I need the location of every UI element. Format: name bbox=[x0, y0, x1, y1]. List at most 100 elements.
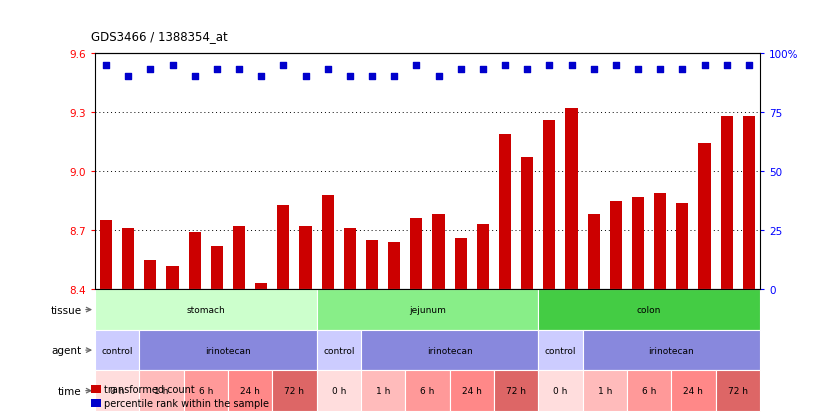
Text: time: time bbox=[58, 386, 82, 396]
Bar bbox=[344, 229, 356, 290]
Point bbox=[254, 74, 268, 81]
Bar bbox=[95, 290, 316, 330]
Point bbox=[299, 74, 312, 81]
Point bbox=[121, 74, 135, 81]
Bar bbox=[188, 233, 201, 290]
Bar bbox=[499, 134, 511, 290]
Bar bbox=[366, 240, 378, 290]
Text: tissue: tissue bbox=[50, 305, 82, 315]
Point bbox=[653, 67, 667, 74]
Point bbox=[543, 62, 556, 69]
Bar bbox=[582, 370, 627, 411]
Bar bbox=[627, 370, 672, 411]
Point bbox=[166, 62, 179, 69]
Bar bbox=[321, 195, 334, 290]
Point bbox=[432, 74, 445, 81]
Text: 6 h: 6 h bbox=[420, 386, 434, 395]
Bar bbox=[233, 227, 245, 290]
Bar bbox=[228, 370, 273, 411]
Bar bbox=[566, 109, 577, 290]
Text: 0 h: 0 h bbox=[110, 386, 125, 395]
Bar bbox=[610, 201, 622, 290]
Bar bbox=[582, 330, 760, 370]
Bar bbox=[699, 144, 710, 290]
Point bbox=[698, 62, 711, 69]
Point bbox=[676, 67, 689, 74]
Point bbox=[454, 67, 468, 74]
Point bbox=[498, 62, 511, 69]
Text: 6 h: 6 h bbox=[642, 386, 657, 395]
Bar bbox=[95, 330, 140, 370]
Bar bbox=[715, 370, 760, 411]
Point bbox=[232, 67, 245, 74]
Text: 72 h: 72 h bbox=[284, 386, 305, 395]
Bar bbox=[316, 330, 361, 370]
Point bbox=[344, 74, 357, 81]
Bar bbox=[449, 370, 494, 411]
Text: 1 h: 1 h bbox=[154, 386, 169, 395]
Point bbox=[211, 67, 224, 74]
Text: GDS3466 / 1388354_at: GDS3466 / 1388354_at bbox=[91, 31, 228, 43]
Text: irinotecan: irinotecan bbox=[205, 346, 251, 355]
Bar bbox=[316, 370, 361, 411]
Text: 0 h: 0 h bbox=[331, 386, 346, 395]
Bar bbox=[100, 221, 112, 290]
Bar bbox=[672, 370, 715, 411]
Point bbox=[99, 62, 112, 69]
Text: control: control bbox=[102, 346, 133, 355]
Text: 24 h: 24 h bbox=[683, 386, 704, 395]
Bar bbox=[521, 158, 534, 290]
Bar bbox=[183, 370, 228, 411]
Bar bbox=[255, 284, 268, 290]
Bar bbox=[300, 227, 311, 290]
Point bbox=[610, 62, 623, 69]
Text: colon: colon bbox=[637, 305, 662, 314]
Bar bbox=[587, 215, 600, 290]
Bar bbox=[95, 370, 140, 411]
Bar bbox=[632, 197, 644, 290]
Text: 6 h: 6 h bbox=[198, 386, 213, 395]
Bar bbox=[361, 370, 406, 411]
Text: irinotecan: irinotecan bbox=[648, 346, 694, 355]
Bar bbox=[433, 215, 444, 290]
Bar bbox=[544, 121, 555, 290]
Bar bbox=[140, 330, 316, 370]
Text: 72 h: 72 h bbox=[728, 386, 748, 395]
Text: jejunum: jejunum bbox=[409, 305, 446, 314]
Bar bbox=[388, 242, 401, 290]
Point bbox=[387, 74, 401, 81]
Point bbox=[321, 67, 335, 74]
Bar bbox=[167, 266, 178, 290]
Text: control: control bbox=[544, 346, 577, 355]
Text: 24 h: 24 h bbox=[462, 386, 482, 395]
Bar bbox=[720, 116, 733, 290]
Bar bbox=[539, 290, 760, 330]
Text: 1 h: 1 h bbox=[376, 386, 391, 395]
Bar bbox=[406, 370, 449, 411]
Bar bbox=[494, 370, 539, 411]
Point bbox=[277, 62, 290, 69]
Bar bbox=[211, 247, 223, 290]
Bar bbox=[743, 116, 755, 290]
Point bbox=[520, 67, 534, 74]
Bar bbox=[316, 290, 539, 330]
Bar bbox=[278, 205, 289, 290]
Point bbox=[477, 67, 490, 74]
Bar bbox=[654, 193, 667, 290]
Point bbox=[410, 62, 423, 69]
Point bbox=[720, 62, 733, 69]
Bar bbox=[454, 238, 467, 290]
Point bbox=[144, 67, 157, 74]
Bar bbox=[361, 330, 539, 370]
Bar bbox=[477, 225, 489, 290]
Point bbox=[565, 62, 578, 69]
Bar bbox=[411, 219, 422, 290]
Text: 1 h: 1 h bbox=[597, 386, 612, 395]
Point bbox=[587, 67, 601, 74]
Text: control: control bbox=[323, 346, 354, 355]
Bar bbox=[273, 370, 316, 411]
Text: transformed count: transformed count bbox=[104, 384, 195, 394]
Bar bbox=[122, 229, 135, 290]
Text: 72 h: 72 h bbox=[506, 386, 526, 395]
Point bbox=[631, 67, 644, 74]
